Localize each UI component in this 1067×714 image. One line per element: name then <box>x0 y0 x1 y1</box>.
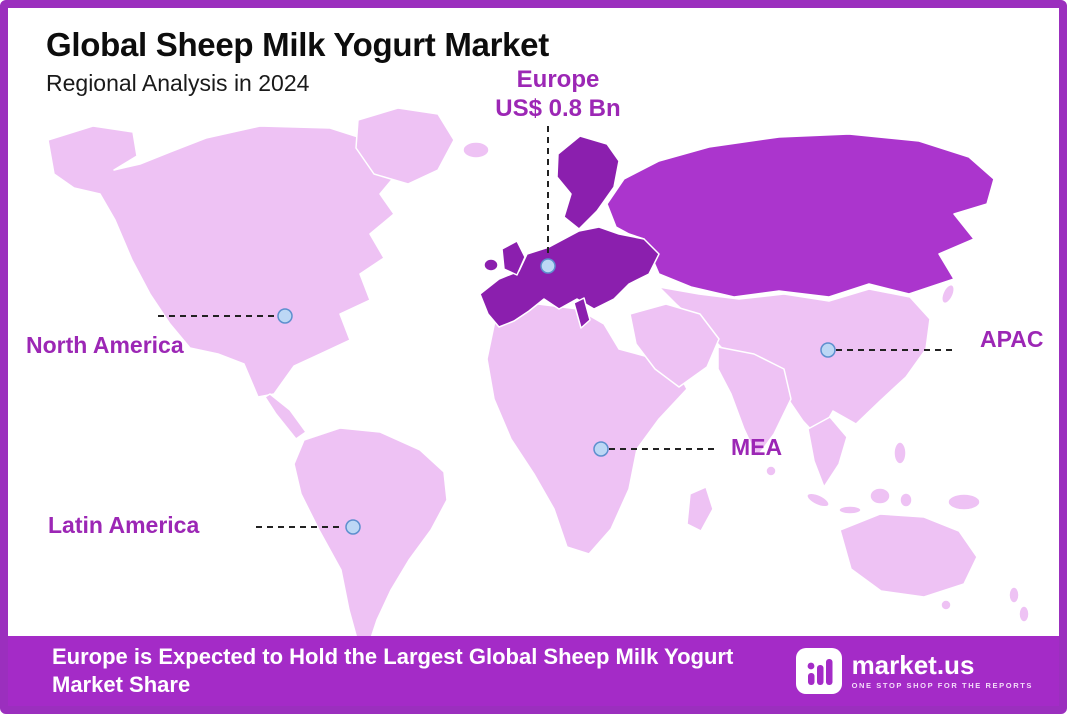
russia-highlight <box>606 133 995 298</box>
marker-apac <box>820 342 836 358</box>
australia <box>839 513 978 598</box>
japan-south <box>941 283 955 305</box>
region-label-mea: MEA <box>731 434 783 460</box>
region-label-latin-america: Latin America <box>48 512 200 538</box>
madagascar <box>686 486 714 532</box>
new-zealand-south <box>1018 605 1030 623</box>
marker-europe <box>540 258 556 274</box>
logo-tagline: ONE STOP SHOP FOR THE REPORTS <box>851 681 1033 690</box>
tasmania <box>940 599 952 611</box>
continent-south-america <box>293 427 448 645</box>
india <box>717 346 792 458</box>
middle-east <box>629 303 720 388</box>
footer-banner: Europe is Expected to Hold the Largest G… <box>8 636 1059 706</box>
region-label-north-america: North America <box>26 332 184 358</box>
new-zealand-north <box>1008 586 1020 604</box>
marker-north-america <box>277 308 293 324</box>
ireland-highlight <box>483 258 499 272</box>
header: Global Sheep Milk Yogurt Market Regional… <box>46 26 549 97</box>
region-name-europe: Europe <box>516 66 600 93</box>
uk-highlight <box>501 240 526 276</box>
banner-text: Europe is Expected to Hold the Largest G… <box>52 643 734 697</box>
sri-lanka <box>765 465 777 477</box>
page-title: Global Sheep Milk Yogurt Market <box>46 26 549 63</box>
philippines <box>893 441 907 465</box>
java <box>838 505 862 515</box>
central-america <box>264 393 307 440</box>
italy <box>573 297 591 329</box>
sumatra <box>806 492 830 508</box>
greenland <box>355 107 455 185</box>
continent-north-america <box>47 125 401 398</box>
sulawesi <box>899 492 913 508</box>
iceland <box>462 141 490 159</box>
indochina <box>807 416 848 488</box>
region-value-europe: US$ 0.8 Bn <box>495 94 621 122</box>
region-label-europe: Europe US$ 0.8 Bn <box>468 66 648 124</box>
region-label-apac: APAC <box>980 326 1044 352</box>
new-guinea <box>947 493 981 511</box>
borneo <box>869 487 891 505</box>
scandinavia-highlight <box>556 135 620 230</box>
marker-mea <box>593 441 609 457</box>
marker-latin-america <box>345 519 361 535</box>
marketus-logo-icon <box>795 648 842 694</box>
page-subtitle: Regional Analysis in 2024 <box>46 70 310 96</box>
logo-wordmark: market.us <box>851 650 975 680</box>
marketus-logo: market.us ONE STOP SHOP FOR THE REPORTS <box>795 648 1033 694</box>
world-map <box>47 107 1030 645</box>
continent-africa <box>486 303 688 555</box>
